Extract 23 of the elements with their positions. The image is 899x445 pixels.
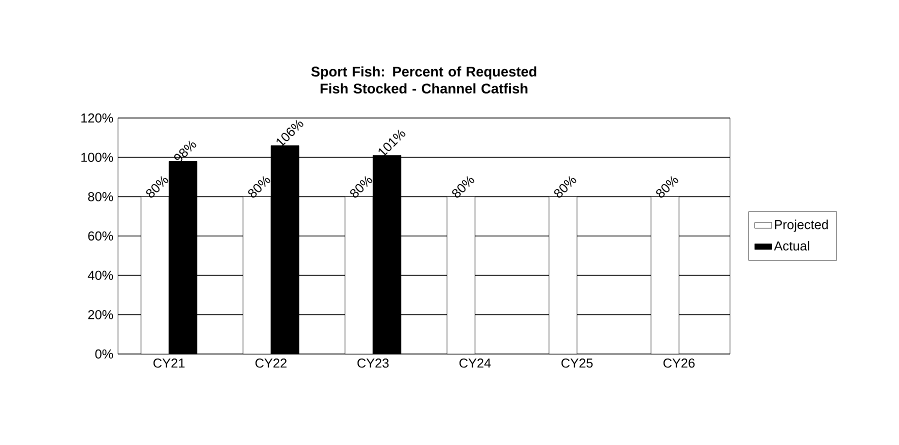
chart-title: Sport Fish: Percent of Requested Fish Stocked - Channel Catfish (311, 66, 536, 94)
y-tick-label: 100% (81, 152, 114, 162)
data-label: 80% (146, 176, 168, 198)
x-tick-label: CY26 (663, 358, 695, 368)
data-label: 80% (350, 176, 372, 198)
y-tick-label: 120% (81, 113, 114, 123)
data-label: 80% (656, 176, 678, 198)
data-label: 80% (248, 176, 270, 198)
x-tick-label: CY21 (153, 358, 185, 368)
data-label: 80% (554, 176, 576, 198)
y-tick-label: 60% (88, 231, 114, 241)
y-tick-label: 80% (88, 192, 114, 202)
legend-label: Actual (774, 240, 810, 251)
x-tick-label: CY23 (357, 358, 389, 368)
data-label: 80% (452, 176, 474, 198)
x-tick-label: CY25 (561, 358, 593, 368)
x-tick-label: CY22 (255, 358, 287, 368)
x-tick-label: CY24 (459, 358, 491, 368)
y-tick-label: 0% (95, 349, 114, 359)
data-label: 98% (174, 140, 196, 162)
y-tick-label: 40% (88, 270, 114, 280)
legend-label: Projected (775, 220, 828, 232)
y-tick-label: 20% (88, 310, 114, 320)
